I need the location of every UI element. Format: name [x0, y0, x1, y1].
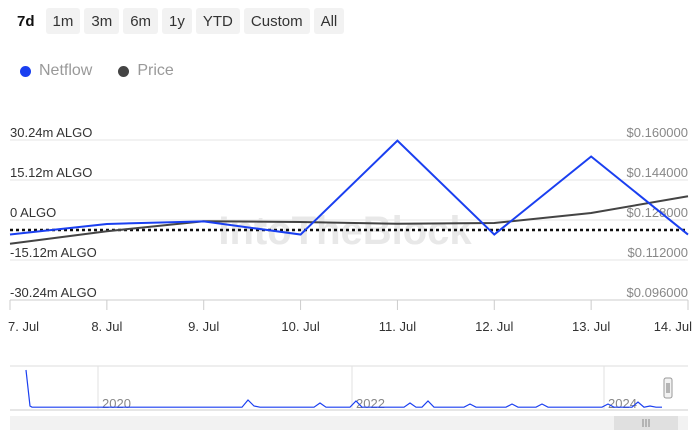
x-axis-tick-label: 13. Jul	[572, 319, 610, 334]
legend-item-netflow[interactable]: Netflow	[20, 62, 92, 80]
x-axis-tick-label: 14. Jul	[654, 319, 692, 334]
range-button-3m[interactable]: 3m	[84, 8, 120, 34]
x-axis-tick-label: 11. Jul	[379, 319, 416, 334]
range-button-6m[interactable]: 6m	[123, 8, 159, 34]
left-axis-tick-label: 0 ALGO	[10, 205, 56, 220]
range-button-custom[interactable]: Custom	[243, 8, 310, 34]
netflow-line	[9, 139, 689, 236]
right-axis-tick-label: $0.144000	[627, 165, 688, 180]
right-axis-tick-label: $0.128000	[627, 205, 688, 220]
legend-label-price: Price	[137, 62, 174, 79]
x-axis-tick-label: 10. Jul	[281, 319, 319, 334]
x-axis-tick-label: 12. Jul	[475, 319, 513, 334]
left-axis-tick-label: 30.24m ALGO	[10, 125, 92, 140]
navigator-year-label: 2020	[102, 396, 131, 411]
range-button-ytd[interactable]: YTD	[195, 8, 240, 34]
right-axis-tick-label: $0.112000	[628, 245, 689, 260]
navigator-year-label: 2022	[356, 396, 385, 411]
right-axis-tick-label: $0.096000	[627, 285, 688, 300]
range-button-1y[interactable]: 1y	[162, 8, 192, 34]
range-button-7d[interactable]: 7d	[17, 12, 35, 30]
left-axis-tick-label: -15.12m ALGO	[10, 245, 97, 260]
navigator-year-label: 2024	[608, 396, 637, 411]
range-button-all[interactable]: All	[313, 8, 345, 34]
x-axis-tick-label: 9. Jul	[188, 319, 219, 334]
legend-item-price[interactable]: Price	[118, 62, 174, 80]
right-axis-tick-label: $0.160000	[627, 125, 688, 140]
price-line	[9, 195, 689, 245]
x-axis-tick-label: 7. Jul	[8, 319, 39, 334]
price-marker-icon	[118, 65, 130, 77]
legend-label-netflow: Netflow	[39, 62, 93, 79]
x-axis-tick-label: 8. Jul	[91, 319, 122, 334]
navigator-scrollbar-track	[10, 416, 688, 430]
range-button-1m[interactable]: 1m	[45, 8, 81, 34]
left-axis-tick-label: 15.12m ALGO	[10, 165, 92, 180]
chart-legend: Netflow Price	[20, 62, 174, 80]
netflow-marker-icon	[20, 65, 31, 77]
navigator-series-line	[25, 369, 662, 408]
navigator-handle	[663, 377, 673, 399]
range-selector: 7d 1m 3m 6m 1y YTD Custom All	[10, 8, 345, 34]
left-axis-tick-label: -30.24m ALGO	[10, 285, 97, 300]
